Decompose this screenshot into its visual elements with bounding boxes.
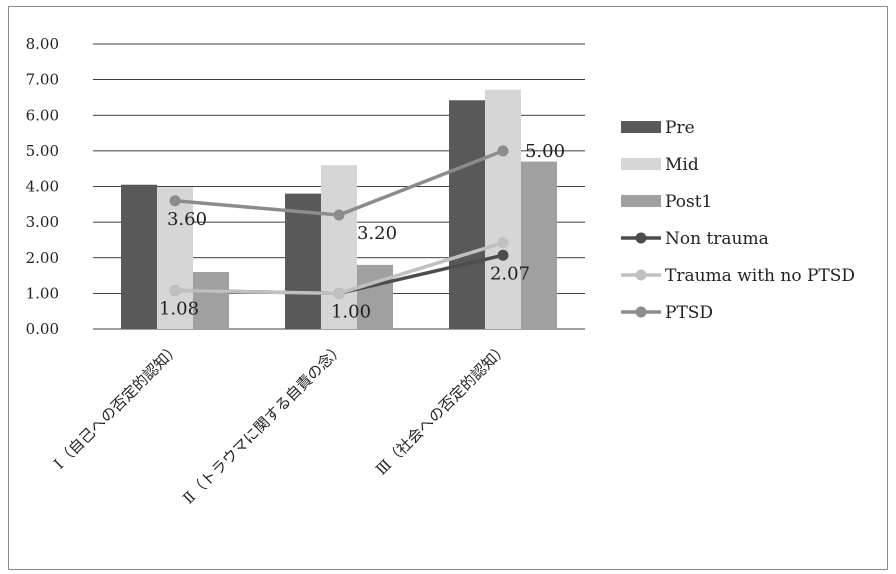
category-label: Ⅱ（トラウマに関する自責の念） bbox=[179, 339, 347, 507]
data-label: 2.07 bbox=[490, 263, 530, 284]
bar-mid bbox=[157, 187, 193, 329]
y-tick-label: 7.00 bbox=[26, 71, 59, 89]
legend-marker bbox=[635, 306, 647, 318]
legend-swatch bbox=[621, 195, 661, 207]
legend-label: Pre bbox=[665, 118, 695, 138]
bar-post1 bbox=[193, 272, 229, 329]
y-tick-label: 2.00 bbox=[26, 249, 59, 267]
y-tick-label: 4.00 bbox=[26, 178, 59, 196]
legend-label: Post1 bbox=[665, 192, 712, 212]
legend-swatch bbox=[621, 121, 661, 133]
legend-swatch bbox=[621, 158, 661, 170]
legend-label: PTSD bbox=[665, 303, 713, 323]
legend-label: Non trauma bbox=[665, 229, 769, 249]
y-tick-label: 0.00 bbox=[26, 320, 59, 338]
legend-marker bbox=[635, 232, 647, 244]
data-point bbox=[169, 285, 181, 297]
y-axis-ticks: 0.00 1.00 2.00 3.00 4.00 5.00 6.00 7.00 8.00 bbox=[26, 35, 59, 338]
bar-mid bbox=[485, 89, 521, 329]
line-layer bbox=[169, 145, 509, 299]
category-labels: Ⅰ（自己への否定的認知）Ⅱ（トラウマに関する自責の念） Ⅲ（社会への否定的認知） bbox=[50, 339, 512, 507]
bar-pre bbox=[285, 193, 321, 329]
data-point bbox=[333, 209, 345, 221]
bar-layer bbox=[121, 89, 557, 329]
data-label-layer: 3.60 3.20 5.00 1.08 1.00 2.07 bbox=[159, 141, 565, 323]
category-label: Ⅰ（自己への否定的認知） bbox=[50, 339, 184, 473]
y-tick-label: 5.00 bbox=[26, 142, 59, 160]
data-point bbox=[497, 145, 509, 157]
data-label: 1.08 bbox=[159, 299, 199, 320]
legend: Pre Mid Post1 Non trauma Trauma with no PTSD… bbox=[621, 118, 855, 323]
data-label: 1.00 bbox=[331, 301, 371, 322]
data-point bbox=[497, 249, 509, 261]
data-point bbox=[497, 237, 509, 249]
y-tick-label: 6.00 bbox=[26, 106, 59, 124]
data-point bbox=[169, 195, 181, 207]
bar-post1 bbox=[357, 264, 393, 329]
legend-marker bbox=[635, 269, 647, 281]
y-tick-label: 8.00 bbox=[26, 35, 59, 53]
data-label: 3.60 bbox=[167, 209, 207, 230]
data-label: 3.20 bbox=[357, 223, 397, 244]
y-tick-label: 1.00 bbox=[26, 284, 59, 302]
bar-post1 bbox=[521, 161, 557, 329]
legend-label: Mid bbox=[665, 155, 699, 175]
bar-pre bbox=[121, 184, 157, 329]
legend-label: Trauma with no PTSD bbox=[665, 266, 855, 286]
bar-mid bbox=[321, 165, 357, 329]
chart-frame: 0.00 1.00 2.00 3.00 4.00 5.00 6.00 7.00 8.00 3.6… bbox=[8, 6, 888, 570]
category-label: Ⅲ（社会への否定的認知） bbox=[372, 339, 512, 479]
chart-svg: 0.00 1.00 2.00 3.00 4.00 5.00 6.00 7.00 8.00 3.6… bbox=[26, 35, 855, 508]
bar-pre bbox=[449, 100, 485, 329]
data-point bbox=[333, 287, 345, 299]
y-tick-label: 3.00 bbox=[26, 213, 59, 231]
data-label: 5.00 bbox=[525, 141, 565, 162]
